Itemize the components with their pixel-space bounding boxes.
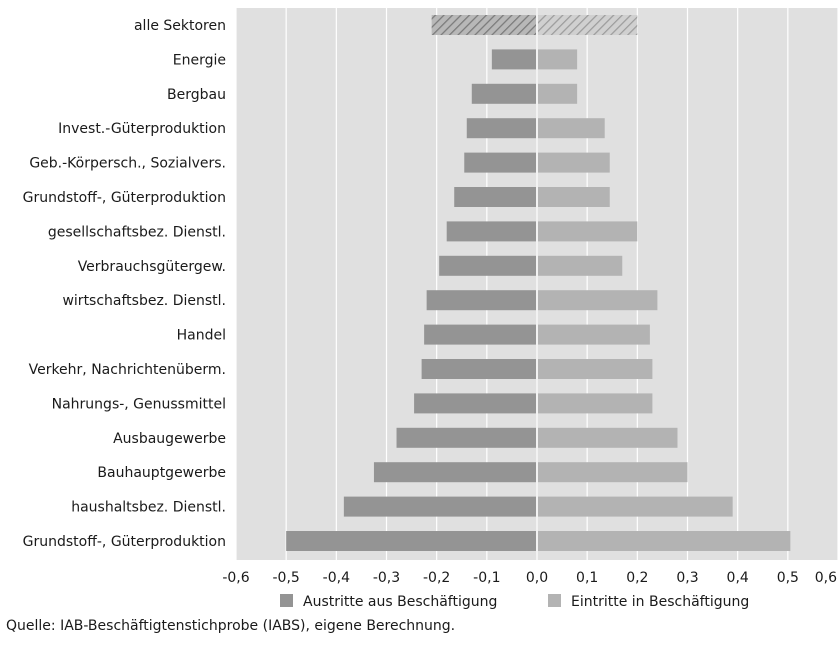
bar-austritte: [439, 255, 536, 276]
bar-eintritte: [538, 359, 653, 379]
bar-austritte: [464, 152, 536, 173]
bar-austritte: [421, 359, 536, 379]
x-tick-label: 0,0: [526, 570, 548, 586]
bar-austritte: [454, 187, 536, 207]
bar-austritte: [343, 496, 536, 517]
bar-eintritte: [538, 152, 610, 173]
x-tick-label: -0,4: [323, 570, 350, 586]
bar-eintritte: [538, 49, 578, 70]
x-tick-label: -0,5: [273, 570, 300, 586]
bar-eintritte: [538, 427, 678, 448]
category-label: Verbrauchsgütergew.: [78, 259, 226, 275]
bar-eintritte: [538, 393, 653, 414]
x-tick-label: 0,2: [626, 570, 648, 586]
bar-austritte: [471, 83, 536, 104]
category-label: Bergbau: [167, 87, 226, 103]
legend-label-austritte: Austritte aus Beschäftigung: [303, 594, 497, 610]
x-tick-label: 0,4: [727, 570, 749, 586]
category-label: Energie: [173, 52, 226, 68]
category-label: Grundstoff-, Güterproduktion: [23, 534, 226, 550]
bar-eintritte: [538, 221, 638, 242]
bar-eintritte: [538, 496, 733, 517]
bar-austritte: [426, 290, 536, 311]
source-note: Quelle: IAB-Beschäftigtenstichprobe (IAB…: [6, 618, 456, 634]
category-label: Bauhauptgewerbe: [97, 465, 226, 481]
bar-eintritte: [538, 290, 658, 311]
category-label: haushaltsbez. Dienstl.: [71, 500, 226, 516]
x-tick-label: 0,6: [815, 570, 837, 586]
bar-austritte: [491, 49, 536, 70]
bar-austritte: [286, 531, 536, 551]
x-tick-label: -0,6: [222, 570, 249, 586]
bar-austritte: [424, 324, 536, 345]
bar-austritte: [414, 393, 536, 414]
legend-swatch-austritte: [280, 594, 293, 607]
category-label: wirtschaftsbez. Dienstl.: [62, 293, 226, 309]
bar-austritte: [373, 462, 536, 483]
category-label: Grundstoff-, Güterproduktion: [23, 190, 226, 206]
bar-austritte: [431, 15, 536, 35]
x-tick-label: -0,3: [373, 570, 400, 586]
bar-eintritte: [538, 15, 638, 35]
x-tick-label: 0,3: [676, 570, 698, 586]
bar-eintritte: [538, 118, 605, 139]
category-label: Geb.-Körpersch., Sozialvers.: [29, 156, 226, 172]
x-tick-label: 0,1: [576, 570, 598, 586]
bar-eintritte: [538, 83, 578, 104]
bar-eintritte: [538, 255, 623, 276]
legend-swatch-eintritte: [548, 594, 561, 607]
bar-austritte: [466, 118, 536, 139]
bar-eintritte: [538, 462, 688, 483]
bar-eintritte: [538, 324, 650, 345]
category-label: gesellschaftsbez. Dienstl.: [48, 224, 226, 240]
bar-eintritte: [538, 531, 791, 551]
category-label: Nahrungs-, Genussmittel: [52, 396, 226, 412]
x-tick-label: -0,1: [473, 570, 500, 586]
category-label: alle Sektoren: [134, 18, 226, 34]
bar-eintritte: [538, 187, 610, 207]
bar-austritte: [446, 221, 536, 242]
bar-austritte: [396, 427, 536, 448]
category-label: Handel: [177, 328, 226, 344]
category-label: Verkehr, Nachrichtenüberm.: [29, 362, 226, 378]
x-tick-label: -0,2: [423, 570, 450, 586]
x-tick-label: 0,5: [777, 570, 799, 586]
category-label: Ausbaugewerbe: [113, 431, 226, 447]
legend-label-eintritte: Eintritte in Beschäftigung: [571, 594, 749, 610]
category-label: Invest.-Güterproduktion: [58, 121, 226, 137]
